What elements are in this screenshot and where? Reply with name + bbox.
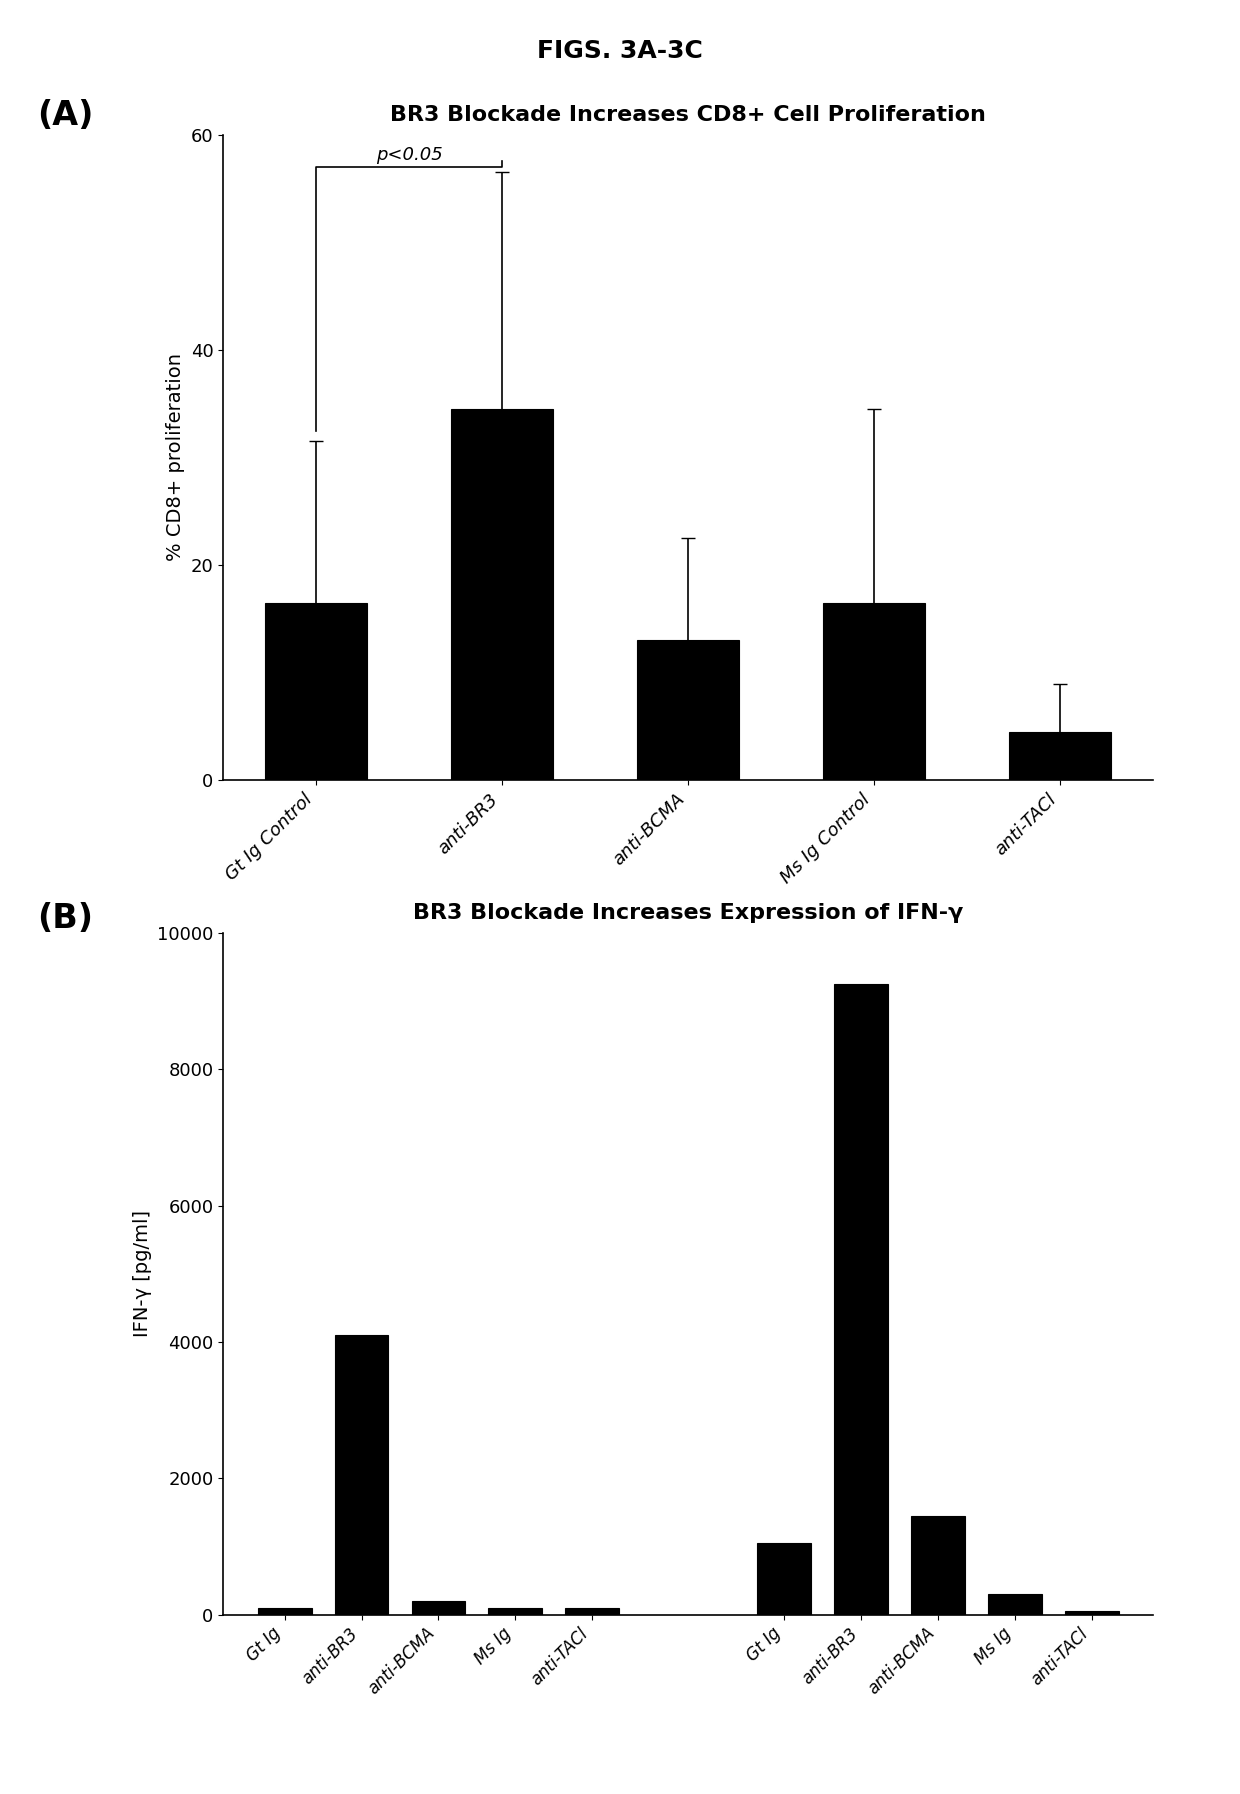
Text: (B): (B) bbox=[37, 902, 93, 935]
Bar bbox=[258, 1607, 311, 1615]
Bar bbox=[758, 1543, 811, 1615]
Bar bbox=[412, 1600, 465, 1615]
Bar bbox=[1065, 1611, 1118, 1615]
Bar bbox=[988, 1595, 1042, 1615]
Bar bbox=[565, 1607, 619, 1615]
Title: BR3 Blockade Increases Expression of IFN-γ: BR3 Blockade Increases Expression of IFN… bbox=[413, 902, 963, 922]
Text: (A): (A) bbox=[37, 99, 93, 131]
Text: FIGS. 3A-3C: FIGS. 3A-3C bbox=[537, 39, 703, 63]
Bar bbox=[489, 1607, 542, 1615]
Bar bbox=[911, 1516, 965, 1615]
Bar bbox=[335, 1335, 388, 1615]
Bar bbox=[1009, 732, 1111, 780]
Text: p<0.05: p<0.05 bbox=[376, 145, 443, 163]
Bar bbox=[451, 409, 553, 780]
Bar bbox=[835, 983, 888, 1615]
Bar bbox=[823, 603, 925, 780]
Title: BR3 Blockade Increases CD8+ Cell Proliferation: BR3 Blockade Increases CD8+ Cell Prolife… bbox=[391, 104, 986, 124]
Bar bbox=[265, 603, 367, 780]
Y-axis label: % CD8+ proliferation: % CD8+ proliferation bbox=[166, 353, 185, 562]
Bar bbox=[637, 640, 739, 780]
Y-axis label: IFN-γ [pg/ml]: IFN-γ [pg/ml] bbox=[133, 1211, 151, 1337]
